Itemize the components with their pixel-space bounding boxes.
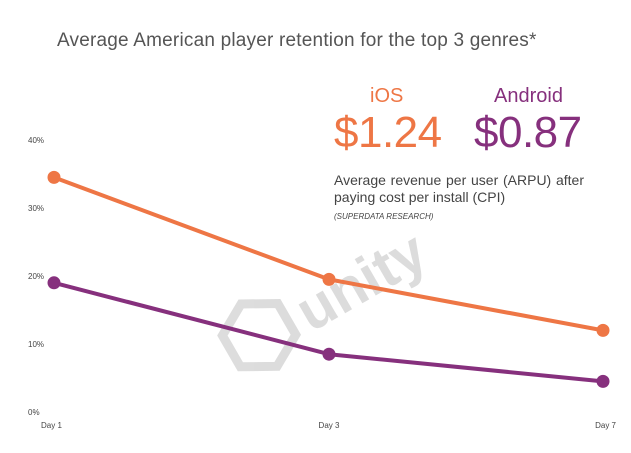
data-point-ios — [322, 272, 336, 286]
arpu-description: Average revenue per user (ARPU) after pa… — [334, 172, 584, 205]
y-tick-label: 10% — [28, 340, 44, 349]
chart-title: Average American player retention for th… — [57, 30, 537, 51]
y-tick-label: 40% — [28, 136, 44, 145]
source-note: (SUPERDATA RESEARCH) — [334, 212, 434, 221]
ios-label: iOS — [370, 85, 404, 107]
y-tick-label: 20% — [28, 272, 44, 281]
series-layer — [47, 170, 610, 388]
android-label: Android — [494, 85, 563, 107]
ios-arpu-value: $1.24 — [334, 108, 442, 157]
watermark-text: unity — [285, 219, 437, 345]
x-axis: Day 1 Day 3 Day 7 — [41, 421, 617, 430]
x-tick-label: Day 1 — [41, 421, 62, 430]
y-tick-label: 0% — [28, 408, 40, 417]
data-point-ios — [596, 323, 610, 337]
y-axis: 0% 10% 20% 30% 40% — [28, 136, 44, 417]
unity-logo-icon — [217, 299, 302, 372]
android-arpu-value: $0.87 — [474, 108, 582, 157]
x-tick-label: Day 7 — [595, 421, 616, 430]
data-point-android — [596, 374, 610, 388]
y-tick-label: 30% — [28, 204, 44, 213]
data-point-android — [47, 276, 61, 290]
x-tick-label: Day 3 — [319, 421, 340, 430]
data-point-android — [322, 347, 336, 361]
data-point-ios — [47, 170, 61, 184]
